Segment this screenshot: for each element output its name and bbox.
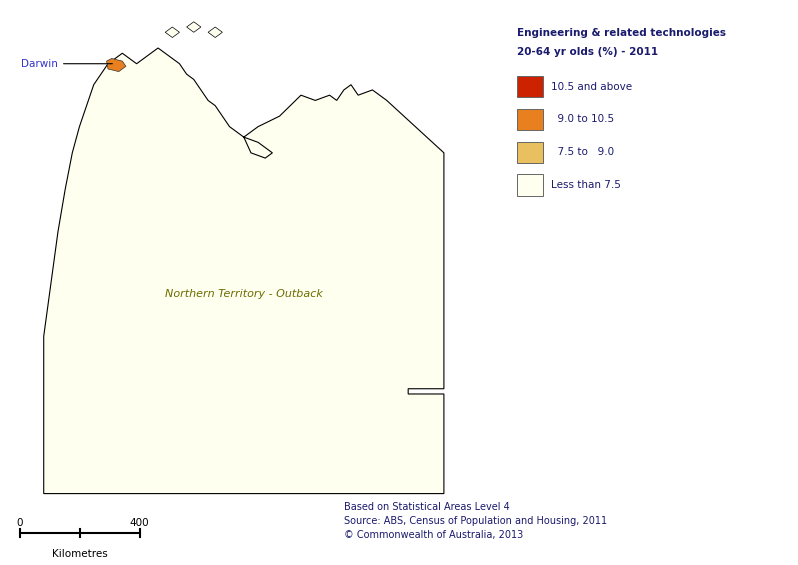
Polygon shape <box>44 48 444 494</box>
Text: 20-64 yr olds (%) - 2011: 20-64 yr olds (%) - 2011 <box>517 47 658 57</box>
Text: Based on Statistical Areas Level 4
Source: ABS, Census of Population and Housing: Based on Statistical Areas Level 4 Sourc… <box>345 502 607 540</box>
Polygon shape <box>107 59 126 72</box>
Bar <box>517 76 543 97</box>
Bar <box>517 109 543 130</box>
Text: Kilometres: Kilometres <box>52 549 108 559</box>
Text: 7.5 to   9.0: 7.5 to 9.0 <box>551 147 614 157</box>
Polygon shape <box>187 22 201 32</box>
Text: Northern Territory - Outback: Northern Territory - Outback <box>165 289 322 299</box>
Text: 400: 400 <box>130 518 149 528</box>
Text: Less than 7.5: Less than 7.5 <box>551 180 621 190</box>
Text: Darwin: Darwin <box>21 59 113 69</box>
Text: 10.5 and above: 10.5 and above <box>551 82 632 92</box>
Polygon shape <box>165 27 180 37</box>
Bar <box>517 142 543 163</box>
Text: Engineering & related technologies: Engineering & related technologies <box>517 28 726 38</box>
Text: 9.0 to 10.5: 9.0 to 10.5 <box>551 115 614 124</box>
Polygon shape <box>208 27 223 37</box>
Text: 0: 0 <box>17 518 23 528</box>
Bar <box>517 175 543 195</box>
